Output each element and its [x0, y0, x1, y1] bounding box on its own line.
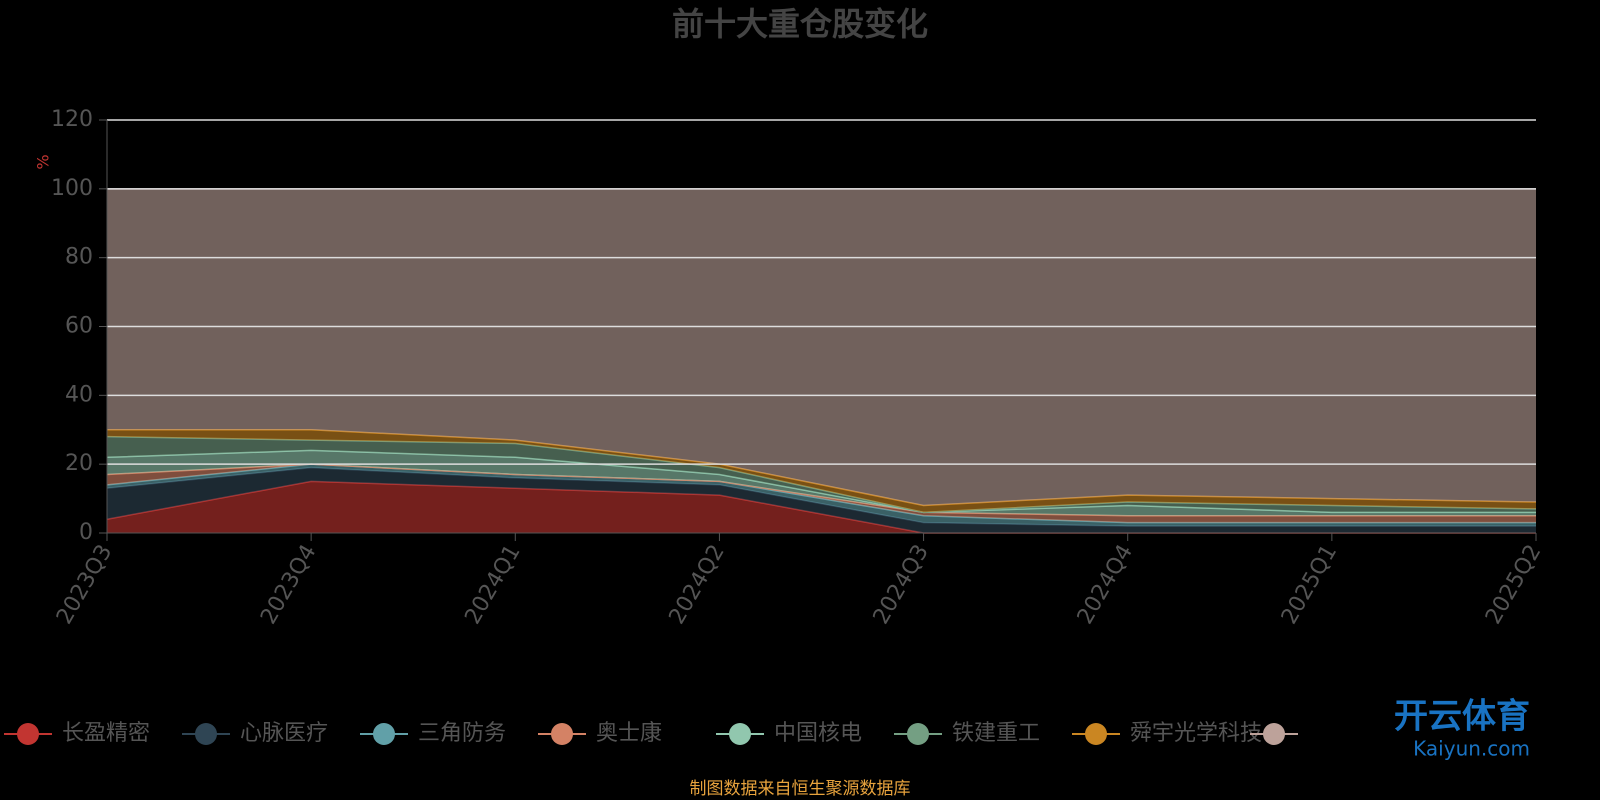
x-tick-label: 2024Q1	[460, 541, 525, 629]
legend-label: 铁建重工	[952, 721, 1040, 746]
legend-label: 舜宇光学科技	[1130, 721, 1262, 746]
y-tick-label: 100	[51, 176, 93, 201]
legend-label: 中国核电	[774, 721, 862, 746]
y-tick-label: 0	[79, 520, 93, 545]
watermark: Kaiyun.com	[1413, 737, 1530, 761]
legend-marker	[551, 723, 573, 745]
legend-marker	[17, 723, 39, 745]
x-tick-label: 2023Q3	[52, 541, 117, 629]
area	[107, 436, 1536, 513]
y-tick-label: 40	[65, 382, 93, 407]
area	[107, 467, 1536, 533]
area	[107, 450, 1536, 516]
x-tick-label: 2024Q2	[665, 541, 730, 629]
x-tick-label: 2025Q1	[1277, 541, 1342, 629]
legend-marker	[1263, 723, 1285, 745]
y-axis-label: %	[34, 154, 53, 169]
y-tick-label: 20	[65, 451, 93, 476]
area	[107, 429, 1536, 513]
y-tick-label: 60	[65, 314, 93, 339]
y-tick-label: 80	[65, 245, 93, 270]
legend-marker	[907, 723, 929, 745]
y-tick-label: 120	[51, 107, 93, 132]
area	[107, 481, 1536, 533]
area	[107, 464, 1536, 523]
x-tick-label: 2024Q4	[1073, 541, 1138, 629]
legend-marker	[1085, 723, 1107, 745]
source-note: 制图数据来自恒生聚源数据库	[690, 779, 911, 799]
legend-marker	[373, 723, 395, 745]
x-tick-label: 2023Q4	[256, 541, 321, 629]
legend-label: 心脉医疗	[240, 721, 328, 746]
legend-marker	[729, 723, 751, 745]
x-tick-label: 2024Q3	[869, 541, 934, 629]
x-tick-label: 2025Q2	[1481, 541, 1546, 629]
legend-label: 奥士康	[596, 721, 662, 746]
watermark: 开云体育	[1394, 697, 1530, 737]
area	[107, 188, 1536, 506]
legend-marker	[195, 723, 217, 745]
legend-label: 三角防务	[418, 721, 506, 746]
chart-title: 前十大重仓股变化	[672, 5, 928, 43]
legend-label: 长盈精密	[62, 721, 150, 746]
